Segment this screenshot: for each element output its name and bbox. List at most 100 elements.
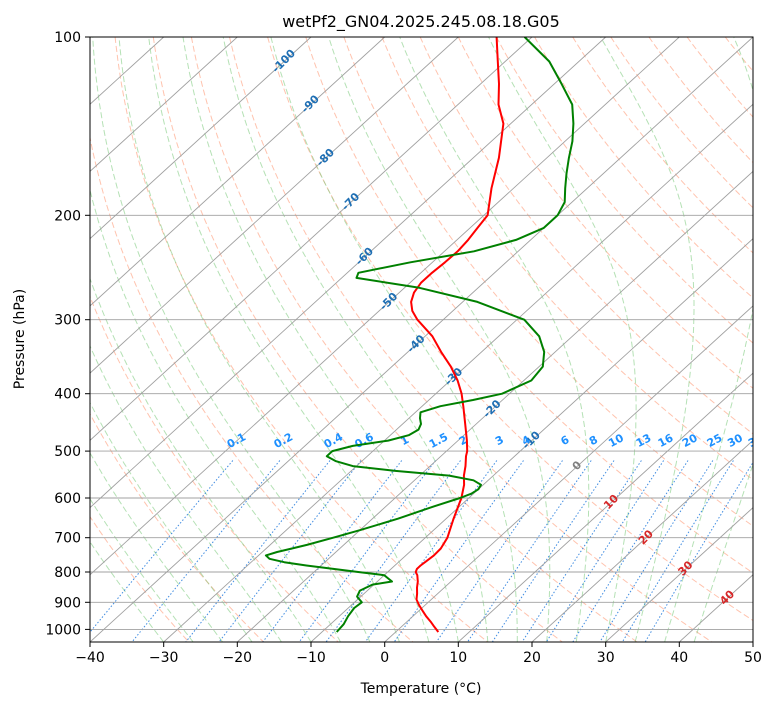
mixing-ratio-line (218, 460, 362, 642)
moist-adiabat (90, 188, 341, 642)
moist-adiabat (600, 37, 695, 642)
moist-adiabat (92, 37, 371, 642)
mixing-ratio-line (545, 460, 665, 642)
mixing-ratio-label: 25 (705, 431, 725, 450)
y-tick-label: 1000 (45, 622, 81, 638)
x-tick-label: 50 (744, 650, 762, 666)
dry-adiabat (610, 37, 753, 209)
isotherm-line (90, 37, 386, 307)
y-tick-label: 200 (54, 208, 81, 224)
plot-area: -100-90-80-70-60-50-40-30-20-100.1 0.2 0.4… (90, 37, 775, 642)
moist-adiabat (90, 344, 282, 642)
isotherm-line (90, 37, 680, 576)
x-tick-label: 20 (523, 650, 541, 666)
isotherm-line (310, 238, 753, 642)
moist-adiabat (270, 37, 518, 642)
dry-adiabat (114, 37, 488, 642)
moist-adiabat (118, 37, 400, 642)
isotherm-line (163, 103, 753, 642)
mixing-ratio-line (644, 461, 753, 642)
mixing-ratio-label: 3 (493, 433, 506, 448)
dry-adiabat (724, 37, 753, 72)
x-tick-label: 10 (449, 650, 467, 666)
mixing-ratio-line (521, 460, 642, 642)
y-tick-label: 100 (54, 30, 81, 46)
mixing-ratio-line (621, 460, 734, 642)
mixing-ratio-line (364, 460, 498, 642)
mixing-ratio-line (467, 460, 592, 642)
dry-adiabat (90, 135, 414, 642)
x-tick-label: 30 (597, 650, 615, 666)
isotherm-line (457, 372, 753, 642)
mixing-ratio-line (131, 460, 281, 642)
dry-adiabat (343, 37, 753, 527)
y-tick-label: 600 (54, 491, 81, 507)
pressure-gridlines (90, 37, 753, 630)
moist-adiabat (182, 37, 459, 642)
x-tick-label: −10 (296, 650, 326, 666)
line-labels: -100-90-80-70-60-50-40-30-20-100.1 0.2 0.4… (225, 47, 766, 608)
mixing-ratio-label: 13 (634, 431, 654, 450)
dry-adiabat (381, 37, 753, 481)
mixing-ratio-line (325, 460, 461, 642)
mixing-ratio-line (572, 460, 689, 642)
x-tick-label: 0 (380, 650, 389, 666)
moist-adiabat (148, 37, 430, 642)
y-axis-title: Pressure (hPa) (12, 289, 28, 389)
moist-adiabat (90, 401, 253, 642)
moist-adiabat (664, 37, 753, 642)
x-tick-label: −30 (149, 650, 179, 666)
mixing-ratio-label: 36 (746, 431, 766, 450)
mixing-ratio-lines (90, 460, 753, 642)
moist-adiabat (399, 37, 590, 642)
series-lines (264, 37, 575, 633)
moist-adiabats (90, 37, 753, 642)
x-axis: −40 −30 −20 −10 0 10 20 30 40 50 (75, 642, 762, 666)
dry-adiabat (90, 412, 264, 642)
dry-adiabat (90, 515, 190, 642)
mixing-ratio-label: 8 (587, 433, 600, 448)
isotherm-line (90, 37, 607, 509)
y-tick-label: 700 (54, 531, 81, 547)
mixing-ratio-label: 10 (606, 431, 626, 450)
y-tick-label: 800 (54, 565, 81, 581)
dry-adiabat (190, 37, 638, 642)
dry-adiabat (229, 37, 712, 642)
dry-adiabats (90, 37, 775, 642)
moist-adiabat (488, 37, 637, 642)
isotherm-line (90, 37, 753, 642)
dry-adiabat (419, 37, 753, 435)
dry-adiabat (534, 37, 753, 299)
isotherm-line (531, 439, 753, 642)
isotherm-line (90, 37, 533, 441)
dry-adiabat (686, 37, 753, 118)
dry-adiabat (763, 37, 775, 642)
mixing-ratio-label: 30 (725, 431, 745, 450)
y-axis: 1000 900 800 700 600 500 400 300 200 100 (45, 30, 90, 638)
isotherm-line (236, 170, 753, 642)
y-tick-label: 500 (54, 444, 81, 460)
isotherm-line (752, 641, 753, 642)
isotherm-line (90, 37, 238, 173)
moist-adiabat (90, 540, 165, 642)
x-tick-label: −20 (223, 650, 253, 666)
mixing-ratio-line (298, 460, 436, 642)
x-axis-title: Temperature (°C) (360, 681, 482, 697)
y-tick-label: 400 (54, 387, 81, 403)
y-tick-label: 300 (54, 313, 81, 329)
dry-adiabat (267, 37, 753, 622)
dry-adiabat (152, 37, 563, 642)
x-tick-label: −40 (75, 650, 105, 666)
temperature-line (410, 37, 505, 633)
mixing-ratio-label: 6 (559, 433, 572, 448)
mixing-ratio-label: 16 (656, 431, 676, 450)
mixing-ratio-line (491, 460, 615, 642)
dry-adiabat (305, 37, 753, 574)
mixing-ratio-label: 0.6 (353, 430, 377, 451)
dewpoint-line (264, 37, 575, 633)
y-tick-label: 900 (54, 595, 81, 611)
x-tick-label: 40 (670, 650, 688, 666)
isotherm-label: -100 (269, 47, 298, 76)
mixing-ratio-label: 0.2 (272, 430, 295, 451)
